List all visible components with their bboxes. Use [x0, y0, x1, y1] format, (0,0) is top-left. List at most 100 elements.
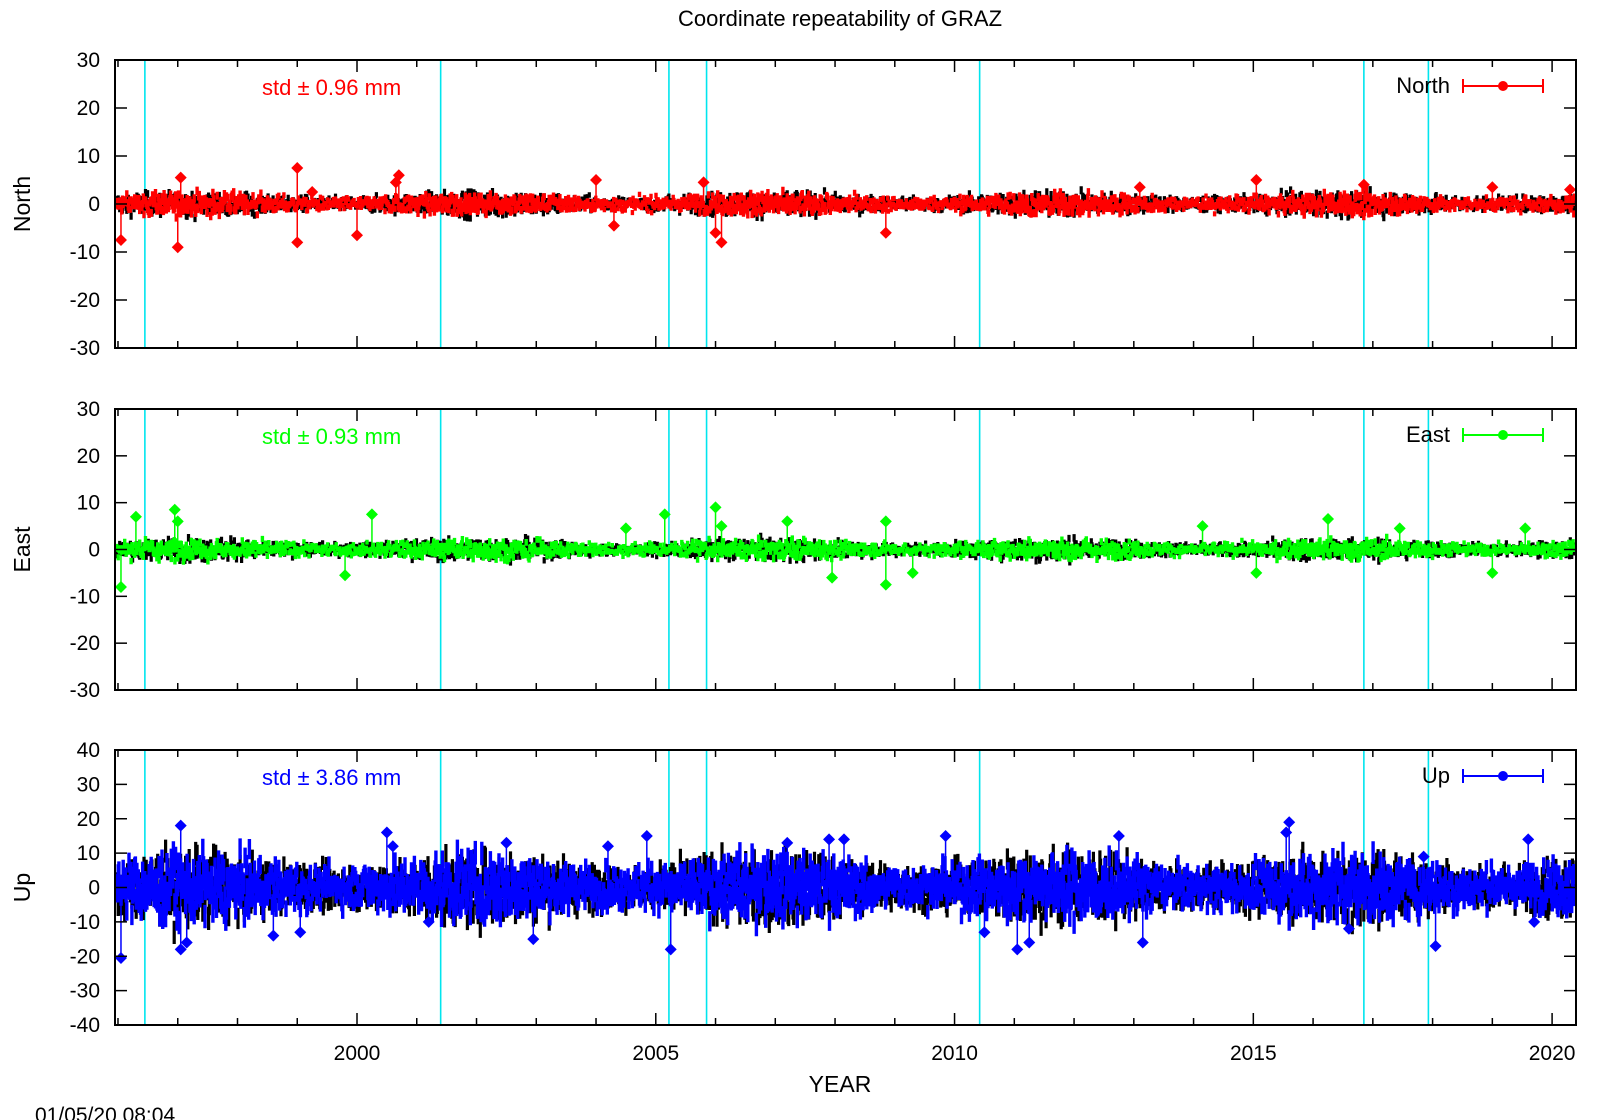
legend-label: Up — [1422, 763, 1450, 788]
outlier-point — [306, 186, 319, 198]
outlier-point — [607, 219, 620, 232]
std-annotation: std ± 0.96 mm — [262, 75, 401, 100]
outlier-point — [351, 229, 364, 242]
outlier-point — [939, 829, 952, 842]
outlier-point — [1196, 520, 1209, 533]
outlier-point — [1136, 936, 1149, 949]
outlier-point — [1112, 829, 1125, 842]
outlier-point — [174, 171, 187, 184]
outlier-point — [1564, 183, 1576, 196]
chart-title: Coordinate repeatability of GRAZ — [678, 6, 1002, 31]
y-tick-label: 0 — [88, 193, 100, 216]
y-tick-label: -10 — [70, 585, 100, 608]
y-axis-label: East — [9, 526, 35, 573]
outlier-point — [1486, 181, 1499, 194]
y-tick-label: 0 — [88, 877, 100, 900]
outlier-point — [879, 578, 892, 591]
x-tick-label: 2000 — [334, 1042, 381, 1065]
outlier-point — [1486, 566, 1499, 579]
legend: East — [1406, 422, 1544, 447]
series-north — [115, 162, 1576, 254]
outlier-point — [709, 226, 722, 239]
outlier-point — [640, 829, 653, 842]
panel-north: 30 20 10 0 -10 -20 -30 North std ± 0.96 mm North — [9, 49, 1577, 360]
outlier-point — [180, 936, 193, 949]
outlier-point — [664, 943, 677, 956]
y-tick-label: -20 — [70, 289, 100, 312]
outlier-point — [171, 241, 184, 254]
y-tick-label: 10 — [77, 145, 100, 168]
outlier-point — [590, 174, 603, 186]
y-tick-label: 20 — [77, 97, 100, 120]
x-tick-label: 2020 — [1529, 1042, 1576, 1065]
y-tick-label: -10 — [70, 911, 100, 934]
timestamp: 01/05/20 08:04 — [35, 1104, 175, 1120]
legend-marker — [1498, 771, 1508, 781]
y-tick-label: 40 — [77, 739, 100, 762]
outlier-point — [601, 840, 614, 853]
y-tick-label: 10 — [77, 842, 100, 865]
outlier-point — [1417, 850, 1430, 863]
outlier-point — [781, 836, 794, 849]
series-points — [115, 533, 1576, 565]
outlier-point — [879, 515, 892, 528]
y-tick-label: 20 — [77, 808, 100, 831]
outlier-point — [1357, 178, 1370, 191]
outlier-point — [386, 840, 399, 853]
outlier-point — [709, 501, 722, 514]
outlier-point — [658, 508, 671, 521]
y-axis-label: North — [9, 176, 35, 232]
outlier-point — [906, 566, 919, 579]
y-tick-label: -40 — [70, 1014, 100, 1037]
series-east — [115, 501, 1576, 593]
outlier-point — [500, 836, 513, 849]
outlier-point — [168, 503, 181, 516]
outlier-point — [1250, 566, 1263, 579]
outlier-point — [781, 515, 794, 528]
outlier-point — [291, 162, 304, 174]
outlier-point — [1322, 513, 1335, 526]
x-tick-label: 2010 — [931, 1042, 978, 1065]
outlier-point — [1011, 943, 1024, 956]
outlier-point — [339, 569, 352, 582]
outlier-point — [267, 929, 280, 942]
outlier-point — [1393, 522, 1406, 535]
x-tick-label: 2005 — [632, 1042, 679, 1065]
series-points — [115, 185, 1576, 222]
outlier-point — [174, 943, 187, 956]
outlier-point — [365, 508, 378, 521]
outlier-point — [978, 926, 991, 939]
outlier-point — [115, 234, 127, 246]
outlier-point — [171, 515, 184, 528]
outlier-point — [826, 571, 839, 584]
outlier-point — [392, 169, 405, 182]
outlier-point — [1522, 833, 1535, 846]
outlier-point — [115, 951, 127, 964]
outlier-point — [1283, 816, 1296, 829]
outlier-point — [715, 236, 728, 249]
y-tick-label: -30 — [70, 337, 100, 360]
y-tick-label: -20 — [70, 632, 100, 655]
panel-east: 30 20 10 0 -10 -20 -30 East std ± 0.93 mm East — [9, 398, 1577, 702]
outlier-point — [1280, 826, 1293, 839]
outlier-point — [879, 226, 892, 239]
outlier-point — [115, 580, 127, 593]
std-annotation: std ± 0.93 mm — [262, 424, 401, 449]
outlier-point — [619, 522, 632, 535]
y-tick-label: 30 — [77, 773, 100, 796]
outlier-point — [1429, 939, 1442, 952]
outlier-point — [527, 933, 540, 946]
outlier-point — [294, 926, 307, 939]
outlier-point — [1133, 181, 1146, 194]
y-tick-label: -20 — [70, 945, 100, 968]
y-tick-label: -30 — [70, 980, 100, 1003]
y-tick-label: 30 — [77, 398, 100, 421]
y-tick-label: -30 — [70, 679, 100, 702]
outlier-point — [697, 176, 710, 189]
y-axis-label: Up — [9, 873, 35, 902]
x-tick-label: 2015 — [1230, 1042, 1277, 1065]
outlier-point — [291, 236, 304, 249]
